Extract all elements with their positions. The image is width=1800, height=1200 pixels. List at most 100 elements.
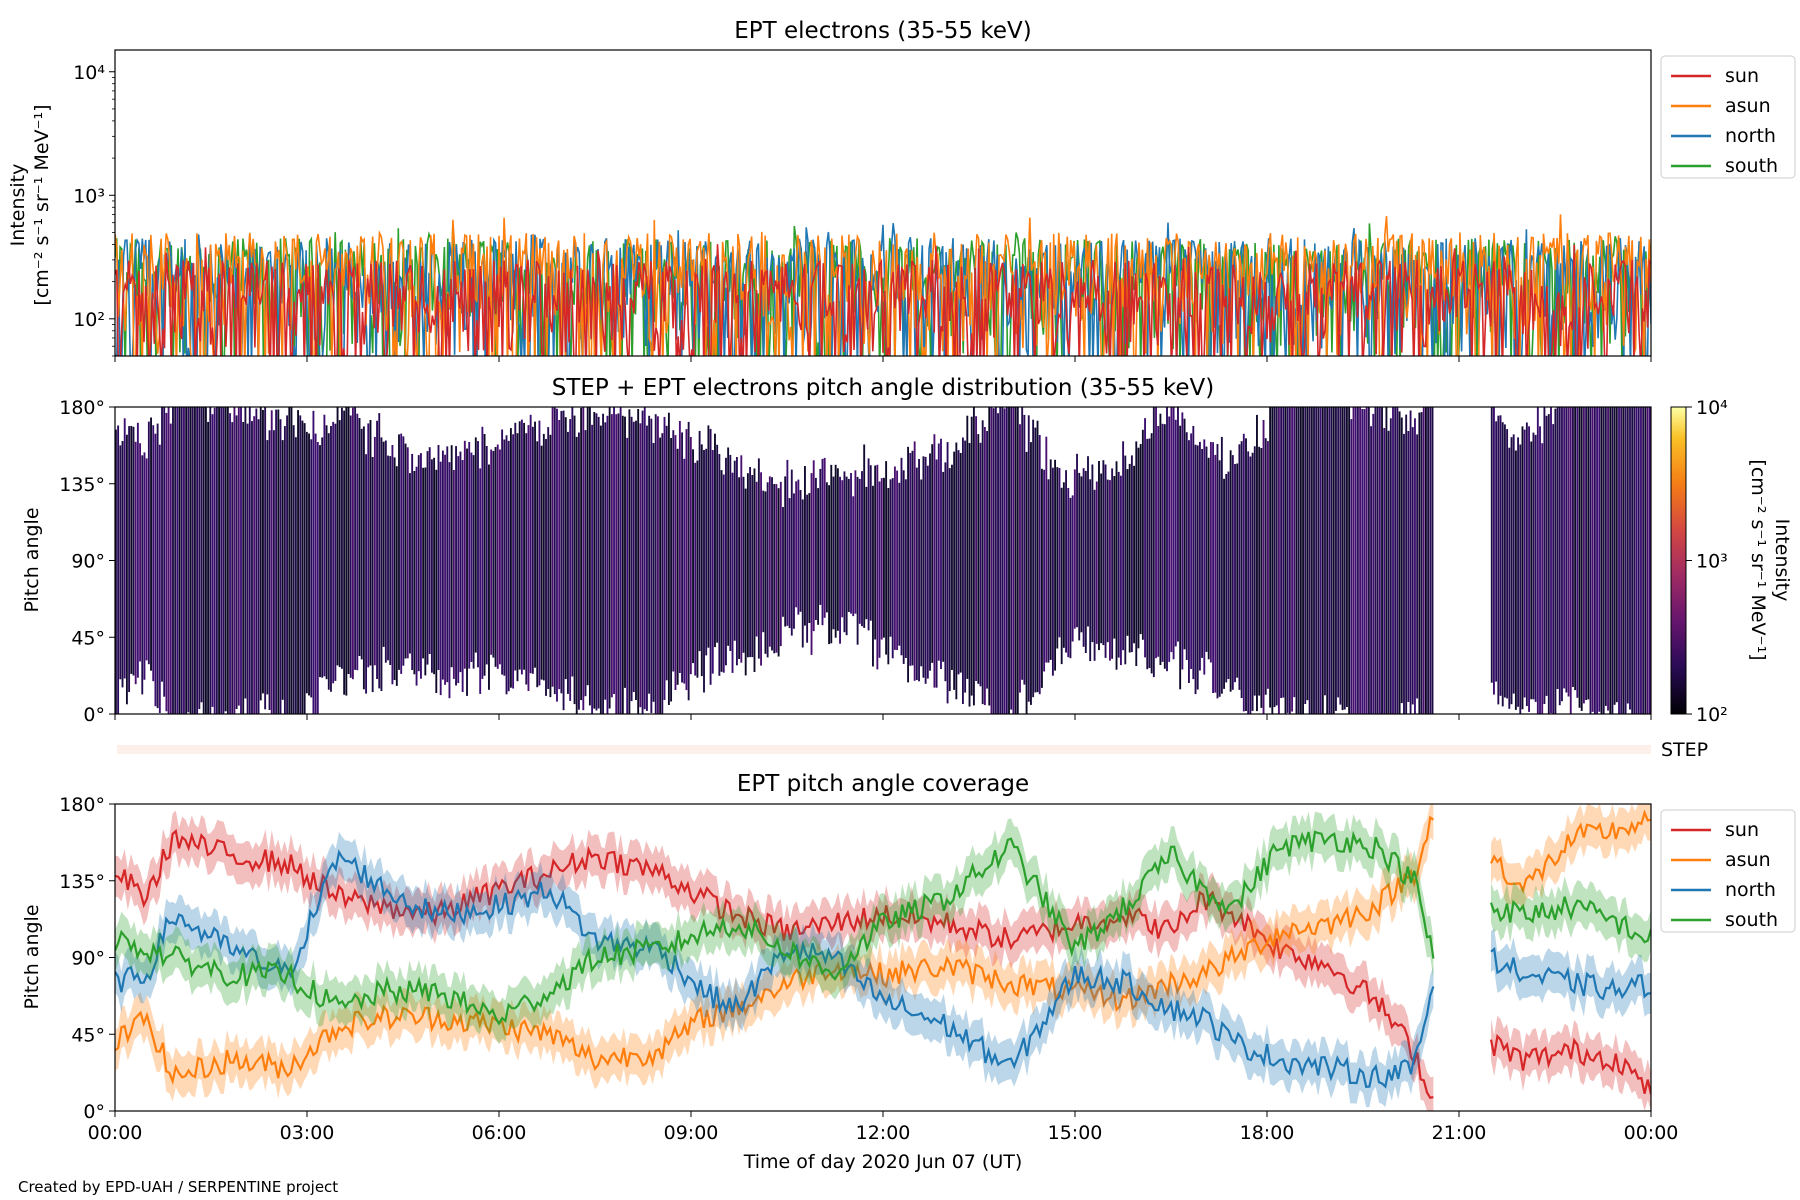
- heatmap-column: [1580, 407, 1583, 711]
- heatmap-column: [716, 444, 719, 643]
- panel1-title: EPT electrons (35-55 keV): [734, 18, 1031, 44]
- heatmap-column: [891, 478, 894, 659]
- heatmap-column: [1273, 407, 1276, 708]
- heatmap-column: [819, 468, 822, 605]
- panel3-legend: sun asun north south: [1660, 809, 1796, 933]
- heatmap-column: [169, 423, 172, 714]
- y-tick-label: 0°: [83, 1101, 105, 1123]
- heatmap-column: [1109, 480, 1111, 661]
- heatmap-column: [281, 440, 284, 700]
- panel2-title: STEP + EPT electrons pitch angle distrib…: [552, 375, 1214, 401]
- heatmap-column: [1249, 456, 1252, 714]
- heatmap-column: [1130, 455, 1133, 653]
- heatmap-column: [420, 453, 422, 679]
- heatmap-column: [922, 456, 925, 678]
- heatmap-column: [463, 440, 466, 669]
- heatmap-column: [409, 473, 411, 654]
- heatmap-column: [1306, 407, 1309, 701]
- heatmap-column: [795, 481, 798, 608]
- heatmap-column: [185, 407, 188, 714]
- heatmap-column: [663, 416, 666, 700]
- heatmap-column: [551, 407, 554, 687]
- heatmap-column: [828, 485, 831, 645]
- heatmap-column: [1225, 474, 1228, 683]
- heatmap-column: [1354, 407, 1357, 714]
- heatmap-column: [268, 430, 271, 710]
- heatmap-column: [553, 407, 556, 695]
- heatmap-column: [624, 416, 626, 688]
- heatmap-column: [670, 438, 673, 702]
- heatmap-column: [264, 407, 267, 710]
- heatmap-column: [514, 422, 517, 671]
- heatmap-column: [661, 433, 664, 714]
- heatmap-column: [1556, 407, 1559, 689]
- legend-label-sun: sun: [1725, 819, 1759, 841]
- heatmap-column: [479, 468, 482, 694]
- heatmap-column: [760, 472, 762, 666]
- heatmap-column: [907, 446, 910, 683]
- heatmap-column: [191, 407, 194, 714]
- heatmap-column: [1036, 420, 1039, 693]
- heatmap-column: [722, 474, 725, 673]
- heatmap-column: [1530, 441, 1533, 700]
- heatmap-column: [242, 422, 245, 714]
- heatmap-column: [527, 425, 530, 691]
- heatmap-column: [924, 456, 927, 684]
- heatmap-column: [1600, 407, 1603, 714]
- heatmap-column: [799, 490, 802, 612]
- heatmap-column: [909, 453, 912, 666]
- heatmap-column: [872, 485, 874, 667]
- heatmap-column: [1093, 489, 1096, 661]
- heatmap-column: [1330, 407, 1333, 714]
- heatmap-column: [977, 434, 980, 684]
- heatmap-column: [198, 407, 201, 710]
- heatmap-column: [1313, 407, 1315, 714]
- heatmap-column: [305, 431, 308, 694]
- heatmap-column: [845, 476, 848, 636]
- heatmap-column: [937, 443, 940, 661]
- heatmap-column: [1218, 460, 1221, 697]
- heatmap-column: [1348, 407, 1351, 714]
- heatmap-column: [286, 415, 289, 714]
- heatmap-column: [1420, 412, 1423, 714]
- heatmap-column: [145, 458, 148, 661]
- heatmap-column: [983, 427, 986, 706]
- heatmap-column: [1326, 407, 1329, 714]
- heatmap-column: [292, 425, 295, 714]
- heatmap-column: [1146, 438, 1149, 670]
- y-tick-label: 90°: [71, 551, 105, 573]
- heatmap-column: [362, 426, 365, 690]
- heatmap-column: [474, 437, 477, 653]
- heatmap-column: [1014, 407, 1017, 714]
- heatmap-column: [1141, 429, 1144, 640]
- heatmap-column: [863, 444, 866, 628]
- heatmap-column: [564, 417, 567, 680]
- heatmap-column: [707, 425, 710, 648]
- heatmap-column: [790, 469, 793, 636]
- heatmap-column: [584, 430, 587, 697]
- x-tick-label: 00:00: [1624, 1122, 1679, 1144]
- heatmap-column: [944, 462, 947, 682]
- heatmap-column: [1214, 454, 1217, 693]
- y-tick-label: 135°: [59, 871, 105, 893]
- heatmap-column: [1106, 479, 1109, 643]
- heatmap-column: [567, 431, 569, 694]
- heatmap-column: [1032, 419, 1035, 698]
- series-line-south: [1489, 896, 1651, 944]
- heatmap-column: [248, 407, 251, 714]
- heatmap-column: [1062, 482, 1065, 648]
- heatmap-column: [1528, 426, 1530, 712]
- heatmap-column: [1001, 407, 1004, 714]
- heatmap-column: [777, 488, 780, 657]
- heatmap-column: [174, 407, 177, 714]
- heatmap-column: [1288, 407, 1291, 714]
- heatmap-column: [1183, 418, 1186, 650]
- heatmap-column: [1506, 429, 1509, 699]
- heatmap-column: [1510, 437, 1513, 705]
- heatmap-column: [1060, 487, 1063, 665]
- heatmap-column: [1565, 407, 1568, 693]
- heatmap-column: [843, 471, 846, 633]
- heatmap-column: [1378, 407, 1381, 714]
- heatmap-column: [1622, 407, 1625, 714]
- panel-pad: STEP + EPT electrons pitch angle distrib…: [21, 375, 1793, 761]
